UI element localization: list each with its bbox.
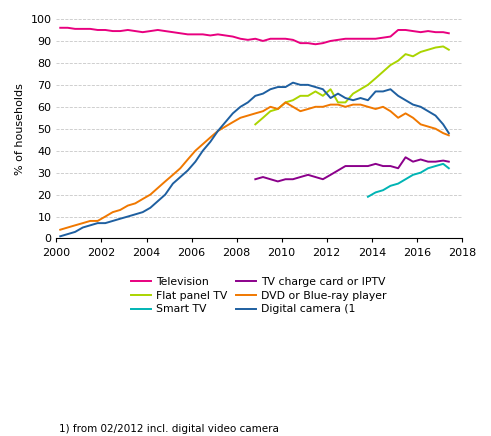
- Y-axis label: % of households: % of households: [15, 83, 25, 175]
- Text: 1) from 02/2012 incl. digital video camera: 1) from 02/2012 incl. digital video came…: [59, 424, 279, 434]
- Legend: Television, Flat panel TV, Smart TV, TV charge card or IPTV, DVD or Blue-ray pla: Television, Flat panel TV, Smart TV, TV …: [127, 272, 391, 319]
